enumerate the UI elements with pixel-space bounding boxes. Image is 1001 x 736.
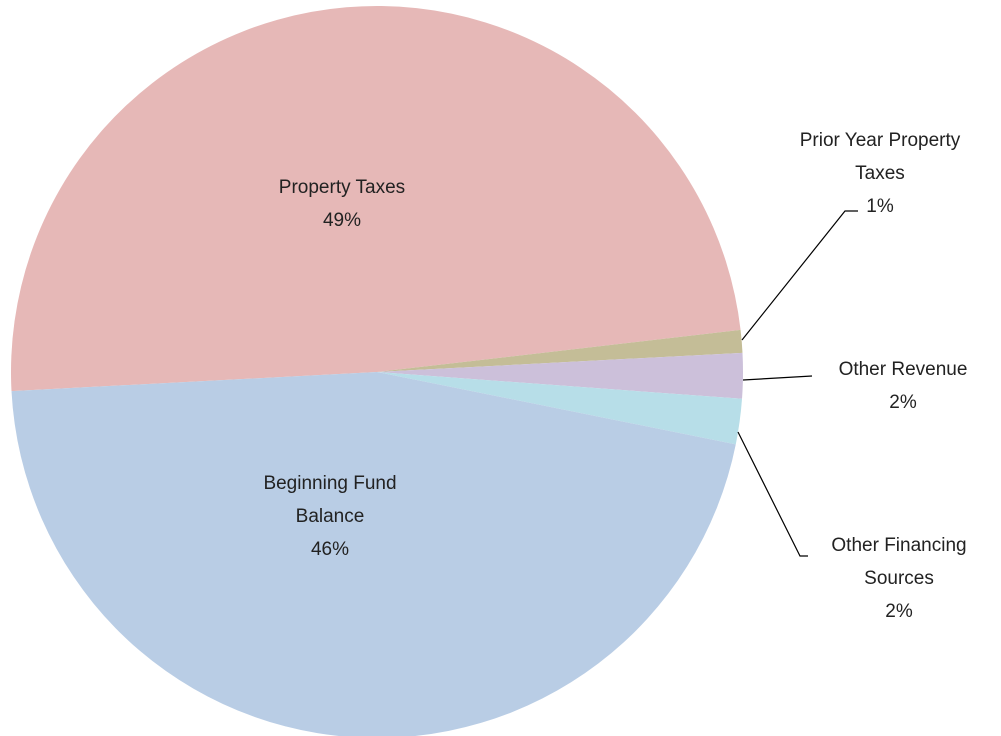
label-name: Other Financing Sources xyxy=(831,535,967,589)
label-name: Property Taxes xyxy=(278,177,406,198)
leader-line xyxy=(737,431,808,557)
data-label: Prior Year Property Taxes 1% xyxy=(780,124,980,223)
label-value: 49% xyxy=(322,210,362,231)
leader-line xyxy=(742,375,813,381)
label-value: 2% xyxy=(889,392,917,413)
leader-line xyxy=(741,210,858,341)
label-value: 1% xyxy=(866,196,894,217)
pie-slice xyxy=(11,372,736,736)
label-value: 2% xyxy=(885,601,913,622)
data-label: Other Revenue 2% xyxy=(803,353,1001,419)
pie-slice xyxy=(11,6,741,392)
pie-slice xyxy=(377,329,743,372)
label-name: Beginning Fund Balance xyxy=(263,473,397,527)
data-label: Property Taxes 49% xyxy=(232,171,452,237)
label-name: Prior Year Property Taxes xyxy=(799,130,961,184)
pie-slice xyxy=(377,372,743,445)
data-label: Beginning Fund Balance 46% xyxy=(235,467,425,566)
pie-slice xyxy=(377,352,743,399)
data-label: Other Financing Sources 2% xyxy=(814,529,984,628)
slices xyxy=(11,6,743,736)
label-name: Other Revenue xyxy=(838,359,968,380)
label-value: 46% xyxy=(310,539,350,560)
